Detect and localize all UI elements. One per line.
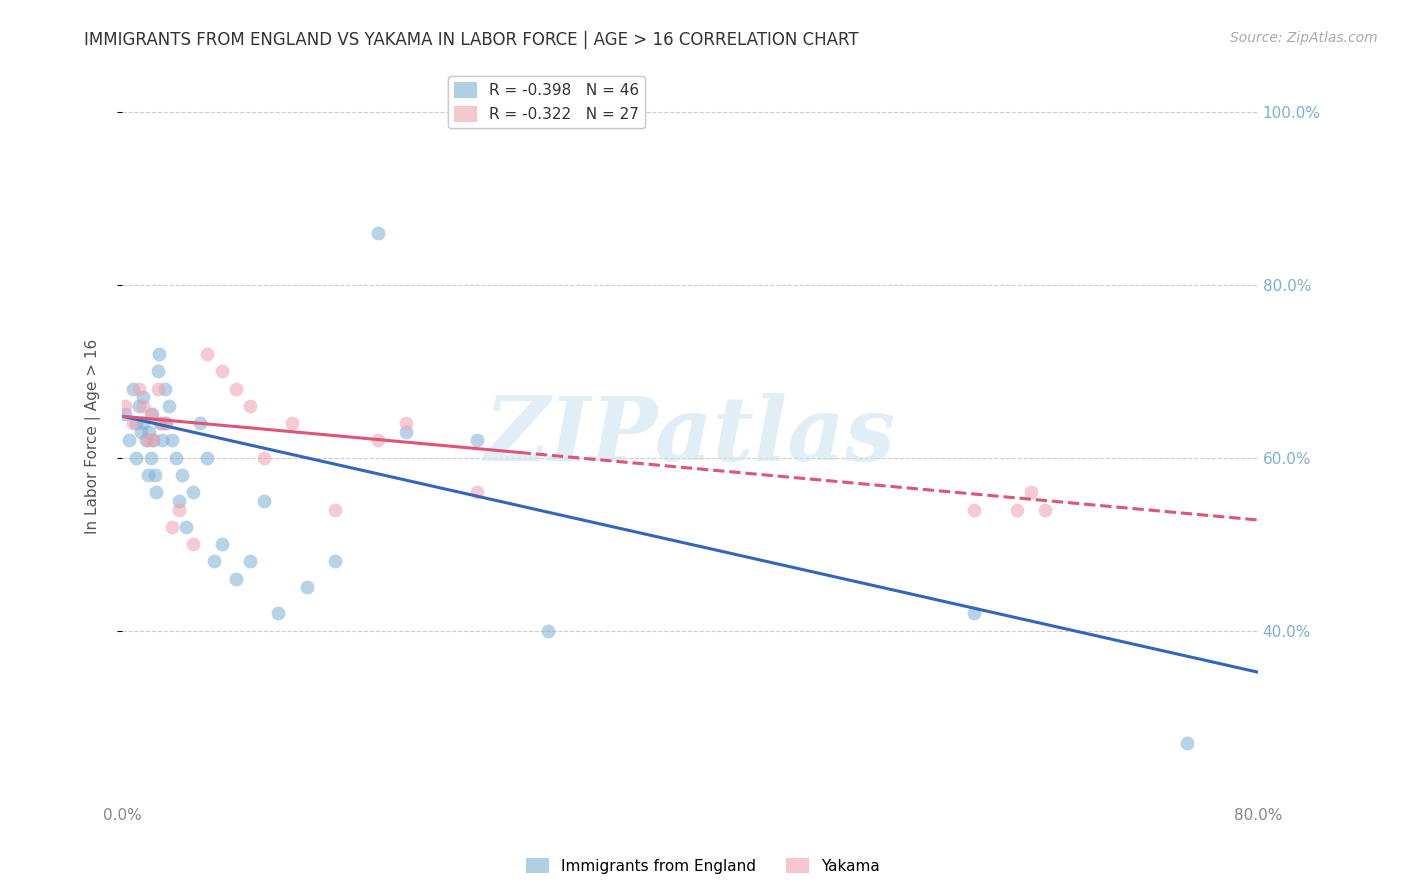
Point xyxy=(125,416,148,430)
Point xyxy=(129,425,152,439)
Point xyxy=(139,408,162,422)
Point xyxy=(128,399,150,413)
Point xyxy=(239,399,262,413)
Point xyxy=(963,607,986,621)
Point xyxy=(114,399,136,413)
Point xyxy=(225,382,247,396)
Point xyxy=(1175,736,1198,750)
Point xyxy=(141,408,163,422)
Point xyxy=(295,581,318,595)
Point xyxy=(145,485,167,500)
Point xyxy=(465,485,488,500)
Point xyxy=(253,450,276,465)
Point xyxy=(281,416,304,430)
Point xyxy=(143,467,166,482)
Point xyxy=(150,434,173,448)
Point xyxy=(239,554,262,568)
Point xyxy=(136,434,159,448)
Point xyxy=(225,572,247,586)
Point xyxy=(537,624,560,638)
Point xyxy=(195,347,218,361)
Point xyxy=(142,434,165,448)
Text: ZIPatlas: ZIPatlas xyxy=(485,392,896,479)
Point xyxy=(170,467,193,482)
Point xyxy=(114,408,136,422)
Point xyxy=(128,382,150,396)
Point xyxy=(167,494,190,508)
Point xyxy=(323,554,346,568)
Point xyxy=(155,416,177,430)
Point xyxy=(150,416,173,430)
Point xyxy=(367,226,389,240)
Point xyxy=(465,434,488,448)
Legend: R = -0.398   N = 46, R = -0.322   N = 27: R = -0.398 N = 46, R = -0.322 N = 27 xyxy=(447,76,645,128)
Point xyxy=(139,450,162,465)
Point xyxy=(1005,502,1028,516)
Point xyxy=(153,382,176,396)
Point xyxy=(1033,502,1056,516)
Point xyxy=(157,399,180,413)
Point xyxy=(167,502,190,516)
Point xyxy=(174,520,197,534)
Point xyxy=(118,434,141,448)
Legend: Immigrants from England, Yakama: Immigrants from England, Yakama xyxy=(520,852,886,880)
Point xyxy=(146,382,169,396)
Point xyxy=(1019,485,1042,500)
Point xyxy=(160,520,183,534)
Text: Source: ZipAtlas.com: Source: ZipAtlas.com xyxy=(1230,31,1378,45)
Point xyxy=(267,607,290,621)
Point xyxy=(181,485,204,500)
Point xyxy=(135,434,157,448)
Point xyxy=(136,467,159,482)
Point xyxy=(395,416,418,430)
Point xyxy=(125,450,148,465)
Point xyxy=(165,450,187,465)
Point xyxy=(181,537,204,551)
Point xyxy=(148,347,170,361)
Point xyxy=(122,416,145,430)
Point xyxy=(122,382,145,396)
Text: IMMIGRANTS FROM ENGLAND VS YAKAMA IN LABOR FORCE | AGE > 16 CORRELATION CHART: IMMIGRANTS FROM ENGLAND VS YAKAMA IN LAB… xyxy=(84,31,859,49)
Point xyxy=(188,416,211,430)
Point xyxy=(153,416,176,430)
Point xyxy=(323,502,346,516)
Point xyxy=(367,434,389,448)
Point xyxy=(253,494,276,508)
Point xyxy=(395,425,418,439)
Point xyxy=(211,364,233,378)
Point xyxy=(132,390,155,404)
Point xyxy=(149,416,172,430)
Point xyxy=(146,364,169,378)
Point xyxy=(963,502,986,516)
Point xyxy=(195,450,218,465)
Y-axis label: In Labor Force | Age > 16: In Labor Force | Age > 16 xyxy=(86,338,101,533)
Point xyxy=(132,416,155,430)
Point xyxy=(142,434,165,448)
Point xyxy=(160,434,183,448)
Point xyxy=(138,425,160,439)
Point xyxy=(202,554,225,568)
Point xyxy=(132,399,155,413)
Point xyxy=(211,537,233,551)
